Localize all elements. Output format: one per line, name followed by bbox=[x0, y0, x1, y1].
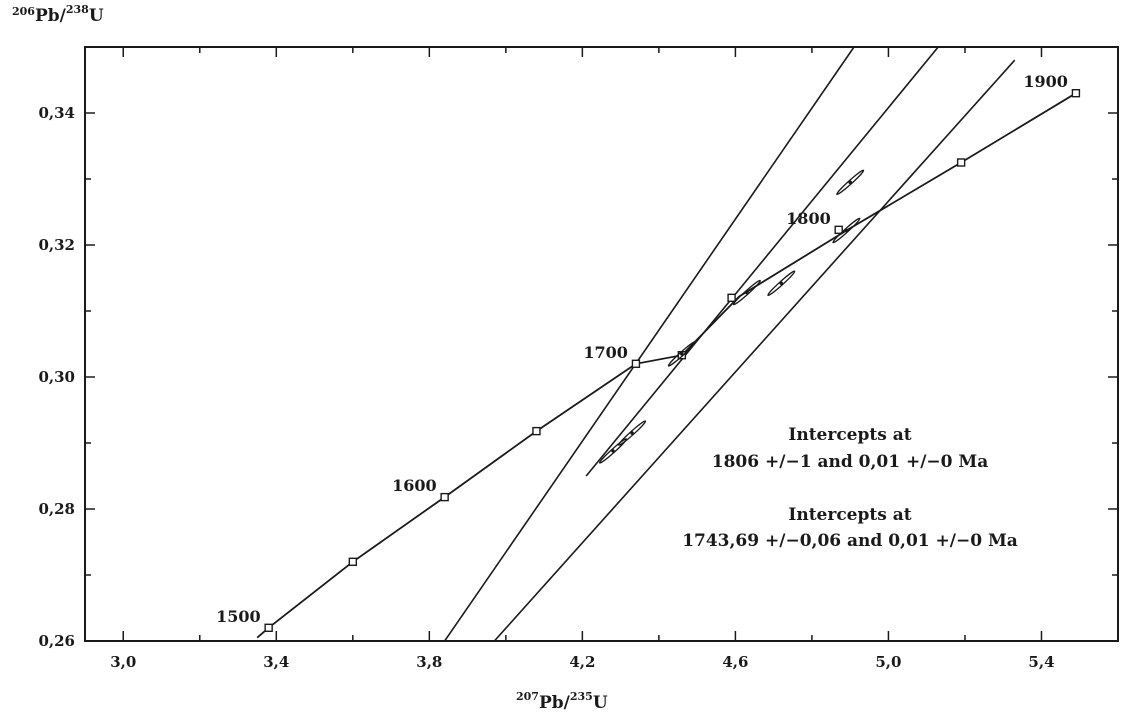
x-tick-label: 5,0 bbox=[875, 653, 901, 671]
y-tick-label: 0,28 bbox=[38, 500, 75, 518]
data-point bbox=[848, 180, 852, 185]
data-point bbox=[844, 228, 849, 233]
concordia-age-marker bbox=[532, 426, 541, 436]
concordia-line bbox=[256, 92, 1077, 639]
concordia-age-marker bbox=[348, 557, 358, 566]
data-point bbox=[779, 281, 784, 286]
annotation-2-line-2: 1743,69 +/−0,06 and 0,01 +/−0 Ma bbox=[682, 531, 1018, 551]
concordia-curve bbox=[256, 88, 1081, 639]
concordia-age-label: 1700 bbox=[583, 343, 628, 362]
data-point bbox=[630, 431, 634, 435]
concordia-age-marker bbox=[1071, 88, 1081, 98]
concordia-age-marker bbox=[834, 225, 843, 235]
plot-frame bbox=[84, 46, 1119, 642]
data-point bbox=[680, 352, 684, 356]
annotation-1-line-2: 1806 +/−1 and 0,01 +/−0 Ma bbox=[712, 452, 988, 472]
x-tick-label: 3,8 bbox=[416, 653, 442, 671]
axis-ticks bbox=[85, 46, 1119, 642]
y-axis-label: 206Pb/238U bbox=[12, 3, 104, 26]
concordia-age-marker bbox=[264, 623, 273, 632]
x-tick-label: 4,2 bbox=[569, 653, 595, 671]
x-axis-label: 207Pb/235U bbox=[516, 690, 608, 713]
y-tick-label: 0,26 bbox=[38, 632, 75, 650]
annotation-1-line-1: Intercepts at bbox=[788, 425, 911, 445]
concordia-age-marker bbox=[440, 492, 449, 502]
annotation-2-line-1: Intercepts at bbox=[788, 505, 911, 525]
concordia-age-labels: 1500 1600 1700 1800 1900 bbox=[216, 72, 1068, 626]
concordia-age-marker bbox=[631, 359, 641, 368]
x-tick-label: 3,4 bbox=[263, 653, 289, 671]
concordia-age-marker bbox=[956, 158, 966, 167]
x-tick-label: 5,4 bbox=[1028, 653, 1054, 671]
y-tick-label: 0,30 bbox=[38, 368, 75, 386]
discordia-line bbox=[493, 59, 1016, 642]
data-points bbox=[598, 169, 865, 464]
axis-tick-labels: 3,0 3,4 3,8 4,2 4,6 5,0 5,4 0,26 0,28 0,30 0,32 0,3… bbox=[38, 104, 1054, 671]
concordia-age-label: 1800 bbox=[786, 209, 831, 228]
discordia-line bbox=[443, 46, 855, 642]
x-tick-label: 3,0 bbox=[110, 653, 136, 671]
concordia-age-label: 1500 bbox=[216, 607, 261, 626]
data-point bbox=[745, 290, 749, 295]
discordia-line bbox=[585, 46, 939, 477]
concordia-age-label: 1600 bbox=[392, 476, 437, 495]
y-tick-label: 0,32 bbox=[38, 236, 75, 254]
concordia-age-label: 1900 bbox=[1023, 72, 1068, 91]
y-tick-label: 0,34 bbox=[38, 104, 75, 122]
data-point bbox=[611, 449, 615, 453]
concordia-age-marker bbox=[727, 293, 736, 302]
discordia-lines bbox=[443, 46, 1016, 642]
x-tick-label: 4,6 bbox=[722, 653, 748, 671]
